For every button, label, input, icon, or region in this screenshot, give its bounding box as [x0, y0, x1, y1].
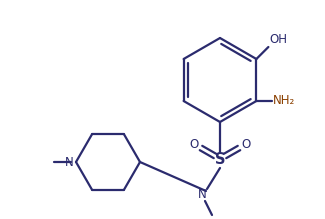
Text: O: O	[189, 138, 199, 150]
Text: N: N	[65, 155, 74, 168]
Text: S: S	[215, 152, 225, 168]
Text: OH: OH	[269, 33, 287, 46]
Text: O: O	[241, 138, 251, 150]
Text: NH₂: NH₂	[273, 95, 296, 108]
Text: N: N	[198, 189, 206, 201]
